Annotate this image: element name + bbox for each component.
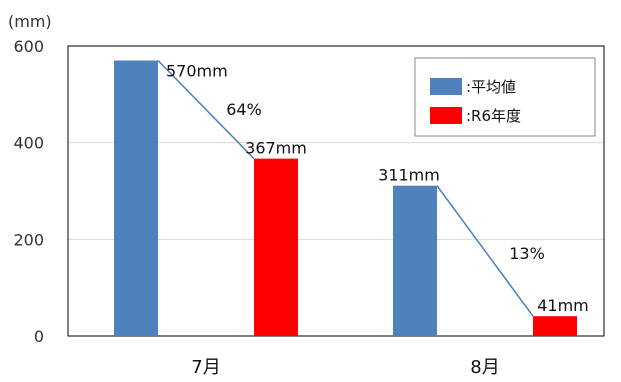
ratio-label: 13% [509, 244, 545, 263]
bar [533, 316, 577, 336]
legend-swatch-average [430, 78, 462, 95]
ratio-label: 64% [226, 100, 262, 119]
y-tick-label: 0 [34, 327, 44, 346]
y-tick-label: 600 [13, 37, 44, 56]
legend-swatch-r6 [430, 107, 462, 124]
category-label: 8月 [470, 357, 499, 378]
legend-label-r6: :R6年度 [466, 107, 521, 125]
legend-label-average: :平均値 [466, 78, 516, 96]
bar [254, 158, 298, 336]
bars [114, 60, 577, 336]
bar [114, 60, 158, 336]
connector-lines [157, 59, 534, 317]
legend: :平均値 :R6年度 [414, 57, 596, 137]
y-tick-label: 400 [13, 134, 44, 153]
plot-area [67, 45, 605, 337]
data-label: 570mm [166, 62, 228, 81]
data-label: 367mm [245, 139, 307, 158]
category-labels: 7月 8月 [191, 357, 499, 378]
bar [393, 185, 437, 336]
y-tick-label: 200 [13, 230, 44, 249]
data-labels: 570mm 311mm 367mm 41mm 64% 13% [166, 62, 589, 316]
y-unit-label: (mm) [8, 12, 52, 31]
data-label: 311mm [378, 166, 440, 185]
y-axis-ticks: 0 200 400 600 [13, 37, 44, 346]
category-label: 7月 [191, 357, 220, 378]
connector-line [157, 59, 255, 160]
connector-line [436, 185, 534, 317]
data-label: 41mm [537, 296, 589, 315]
